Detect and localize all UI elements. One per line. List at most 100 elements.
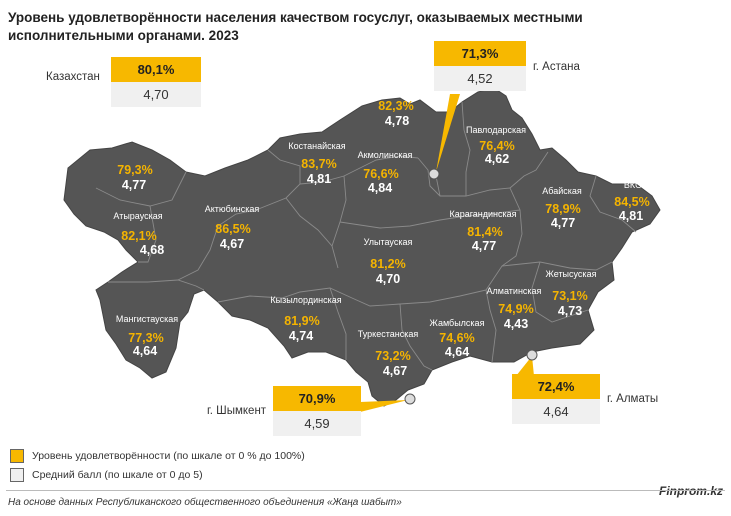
region-name: Карагандинская — [449, 209, 516, 219]
region-zko: ЗКО 79,3% 4,77 — [117, 134, 152, 192]
region-score: 4,81 — [307, 172, 331, 186]
region-score: 4,81 — [619, 209, 643, 223]
legend-item-satisfaction: Уровень удовлетворённости (по шкале от 0… — [10, 449, 305, 463]
region-score: 4,64 — [445, 345, 469, 359]
region-pct: 78,9% — [545, 202, 580, 216]
region-name: Актюбинская — [205, 204, 260, 214]
legend-swatch-yellow — [10, 449, 24, 463]
region-pct: 74,9% — [498, 302, 533, 316]
country-score: 4,70 — [111, 82, 201, 107]
legend-item-score: Средний балл (по шкале от 0 до 5) — [10, 468, 203, 482]
page-title: Уровень удовлетворённости населения каче… — [8, 10, 583, 43]
almaty-box: 72,4% 4,64 — [512, 374, 600, 424]
country-pct: 80,1% — [111, 57, 201, 82]
region-score: 4,70 — [376, 272, 400, 286]
legend-label: Уровень удовлетворённости (по шкале от 0… — [32, 450, 305, 462]
region-ulytau: Улытауская 81,2% 4,70 — [364, 237, 413, 286]
astana-label: г. Астана — [533, 61, 580, 73]
region-score: 4,64 — [133, 344, 157, 358]
astana-pct: 71,3% — [434, 41, 526, 66]
astana-score: 4,52 — [434, 66, 526, 91]
almaty-pointer — [516, 356, 534, 376]
city-markers — [360, 94, 538, 412]
region-pct: 81,2% — [370, 257, 405, 271]
region-score: 4,77 — [122, 178, 146, 192]
source-note: На основе данных Республиканского общест… — [8, 497, 402, 508]
region-name: Улытауская — [364, 237, 413, 247]
region-score: 4,74 — [289, 329, 313, 343]
almaty-marker — [526, 349, 538, 361]
legend-swatch-gray — [10, 468, 24, 482]
region-score: 4,73 — [558, 304, 582, 318]
region-atyrau: Атырауская 82,1% 4,68 — [113, 211, 164, 257]
region-score: 4,77 — [551, 216, 575, 230]
region-score: 4,77 — [472, 239, 496, 253]
shymkent-marker — [404, 393, 416, 405]
shymkent-box: 70,9% 4,59 — [273, 386, 361, 436]
almaty-label: г. Алматы — [607, 393, 659, 405]
region-vko: ВКО 84,5% 4,81 — [614, 180, 649, 223]
region-zhetysu: Жетысуская 73,1% 4,73 — [546, 269, 597, 318]
region-name: ВКО — [624, 180, 642, 190]
region-score: 4,68 — [140, 243, 164, 257]
shymkent-pct: 70,9% — [273, 386, 361, 411]
footer-divider — [6, 490, 725, 491]
region-name: Алматинская — [487, 286, 542, 296]
astana-box: 71,3% 4,52 — [434, 41, 526, 91]
region-score: 4,43 — [504, 317, 528, 331]
country-box: 80,1% 4,70 — [111, 57, 201, 107]
region-aktobe: Актюбинская 86,5% 4,67 — [205, 204, 260, 251]
region-name: СКО — [388, 86, 407, 96]
region-score: 4,62 — [485, 152, 509, 166]
region-name: Жамбылская — [430, 318, 485, 328]
region-pct: 73,1% — [552, 289, 587, 303]
almaty-pct: 72,4% — [512, 374, 600, 399]
region-name: ЗКО — [127, 134, 145, 144]
almaty-score: 4,64 — [512, 399, 600, 424]
region-kostanay: Костанайская 83,7% 4,81 — [288, 141, 345, 186]
region-labels: ЗКО 79,3% 4,77 Атырауская 82,1% 4,68 Ман… — [113, 86, 649, 378]
region-pct: 79,3% — [117, 163, 152, 177]
country-label: Казахстан — [46, 71, 100, 83]
region-pct: 86,5% — [215, 222, 250, 236]
region-pct: 84,5% — [614, 195, 649, 209]
region-pct: 83,7% — [301, 157, 336, 171]
region-pct: 82,3% — [378, 99, 413, 113]
region-sko: СКО 82,3% 4,78 — [378, 86, 413, 128]
shymkent-score: 4,59 — [273, 411, 361, 436]
region-pct: 81,9% — [284, 314, 319, 328]
region-score: 4,67 — [383, 364, 407, 378]
region-score: 4,78 — [385, 114, 409, 128]
region-zhambyl: Жамбылская 74,6% 4,64 — [430, 318, 485, 359]
region-mangistau: Мангистауская 77,3% 4,64 — [116, 314, 178, 358]
region-name: Костанайская — [288, 141, 345, 151]
region-pct: 73,2% — [375, 349, 410, 363]
region-karaganda: Карагандинская 81,4% 4,77 — [449, 209, 516, 253]
region-pct: 74,6% — [439, 331, 474, 345]
region-turkestan: Туркестанская 73,2% 4,67 — [358, 329, 419, 378]
region-score: 4,67 — [220, 237, 244, 251]
region-name: Кызылординская — [270, 295, 341, 305]
region-kyzylorda: Кызылординская 81,9% 4,74 — [270, 295, 341, 343]
region-pct: 81,4% — [467, 225, 502, 239]
region-pct: 77,3% — [128, 331, 163, 345]
shymkent-label: г. Шымкент — [207, 405, 267, 417]
country-shape — [63, 87, 661, 407]
region-name: Атырауская — [113, 211, 162, 221]
region-score: 4,84 — [368, 181, 392, 195]
region-name: Жетысуская — [546, 269, 597, 279]
region-akmola: Акмолинская 76,6% 4,84 — [358, 150, 413, 195]
region-borders — [95, 101, 637, 371]
region-almaty-obl: Алматинская 74,9% 4,43 — [487, 286, 542, 331]
region-name: Павлодарская — [466, 125, 526, 135]
region-name: Туркестанская — [358, 329, 419, 339]
region-pct: 76,4% — [479, 139, 514, 153]
region-name: Мангистауская — [116, 314, 178, 324]
legend-label: Средний балл (по шкале от 0 до 5) — [32, 469, 203, 481]
astana-marker — [428, 168, 440, 180]
brand-logo: Finprom.kz — [658, 484, 723, 498]
shymkent-pointer — [360, 400, 408, 412]
region-abay: Абайская 78,9% 4,77 — [542, 186, 582, 230]
region-pavlodar: Павлодарская 76,4% 4,62 — [466, 125, 526, 166]
